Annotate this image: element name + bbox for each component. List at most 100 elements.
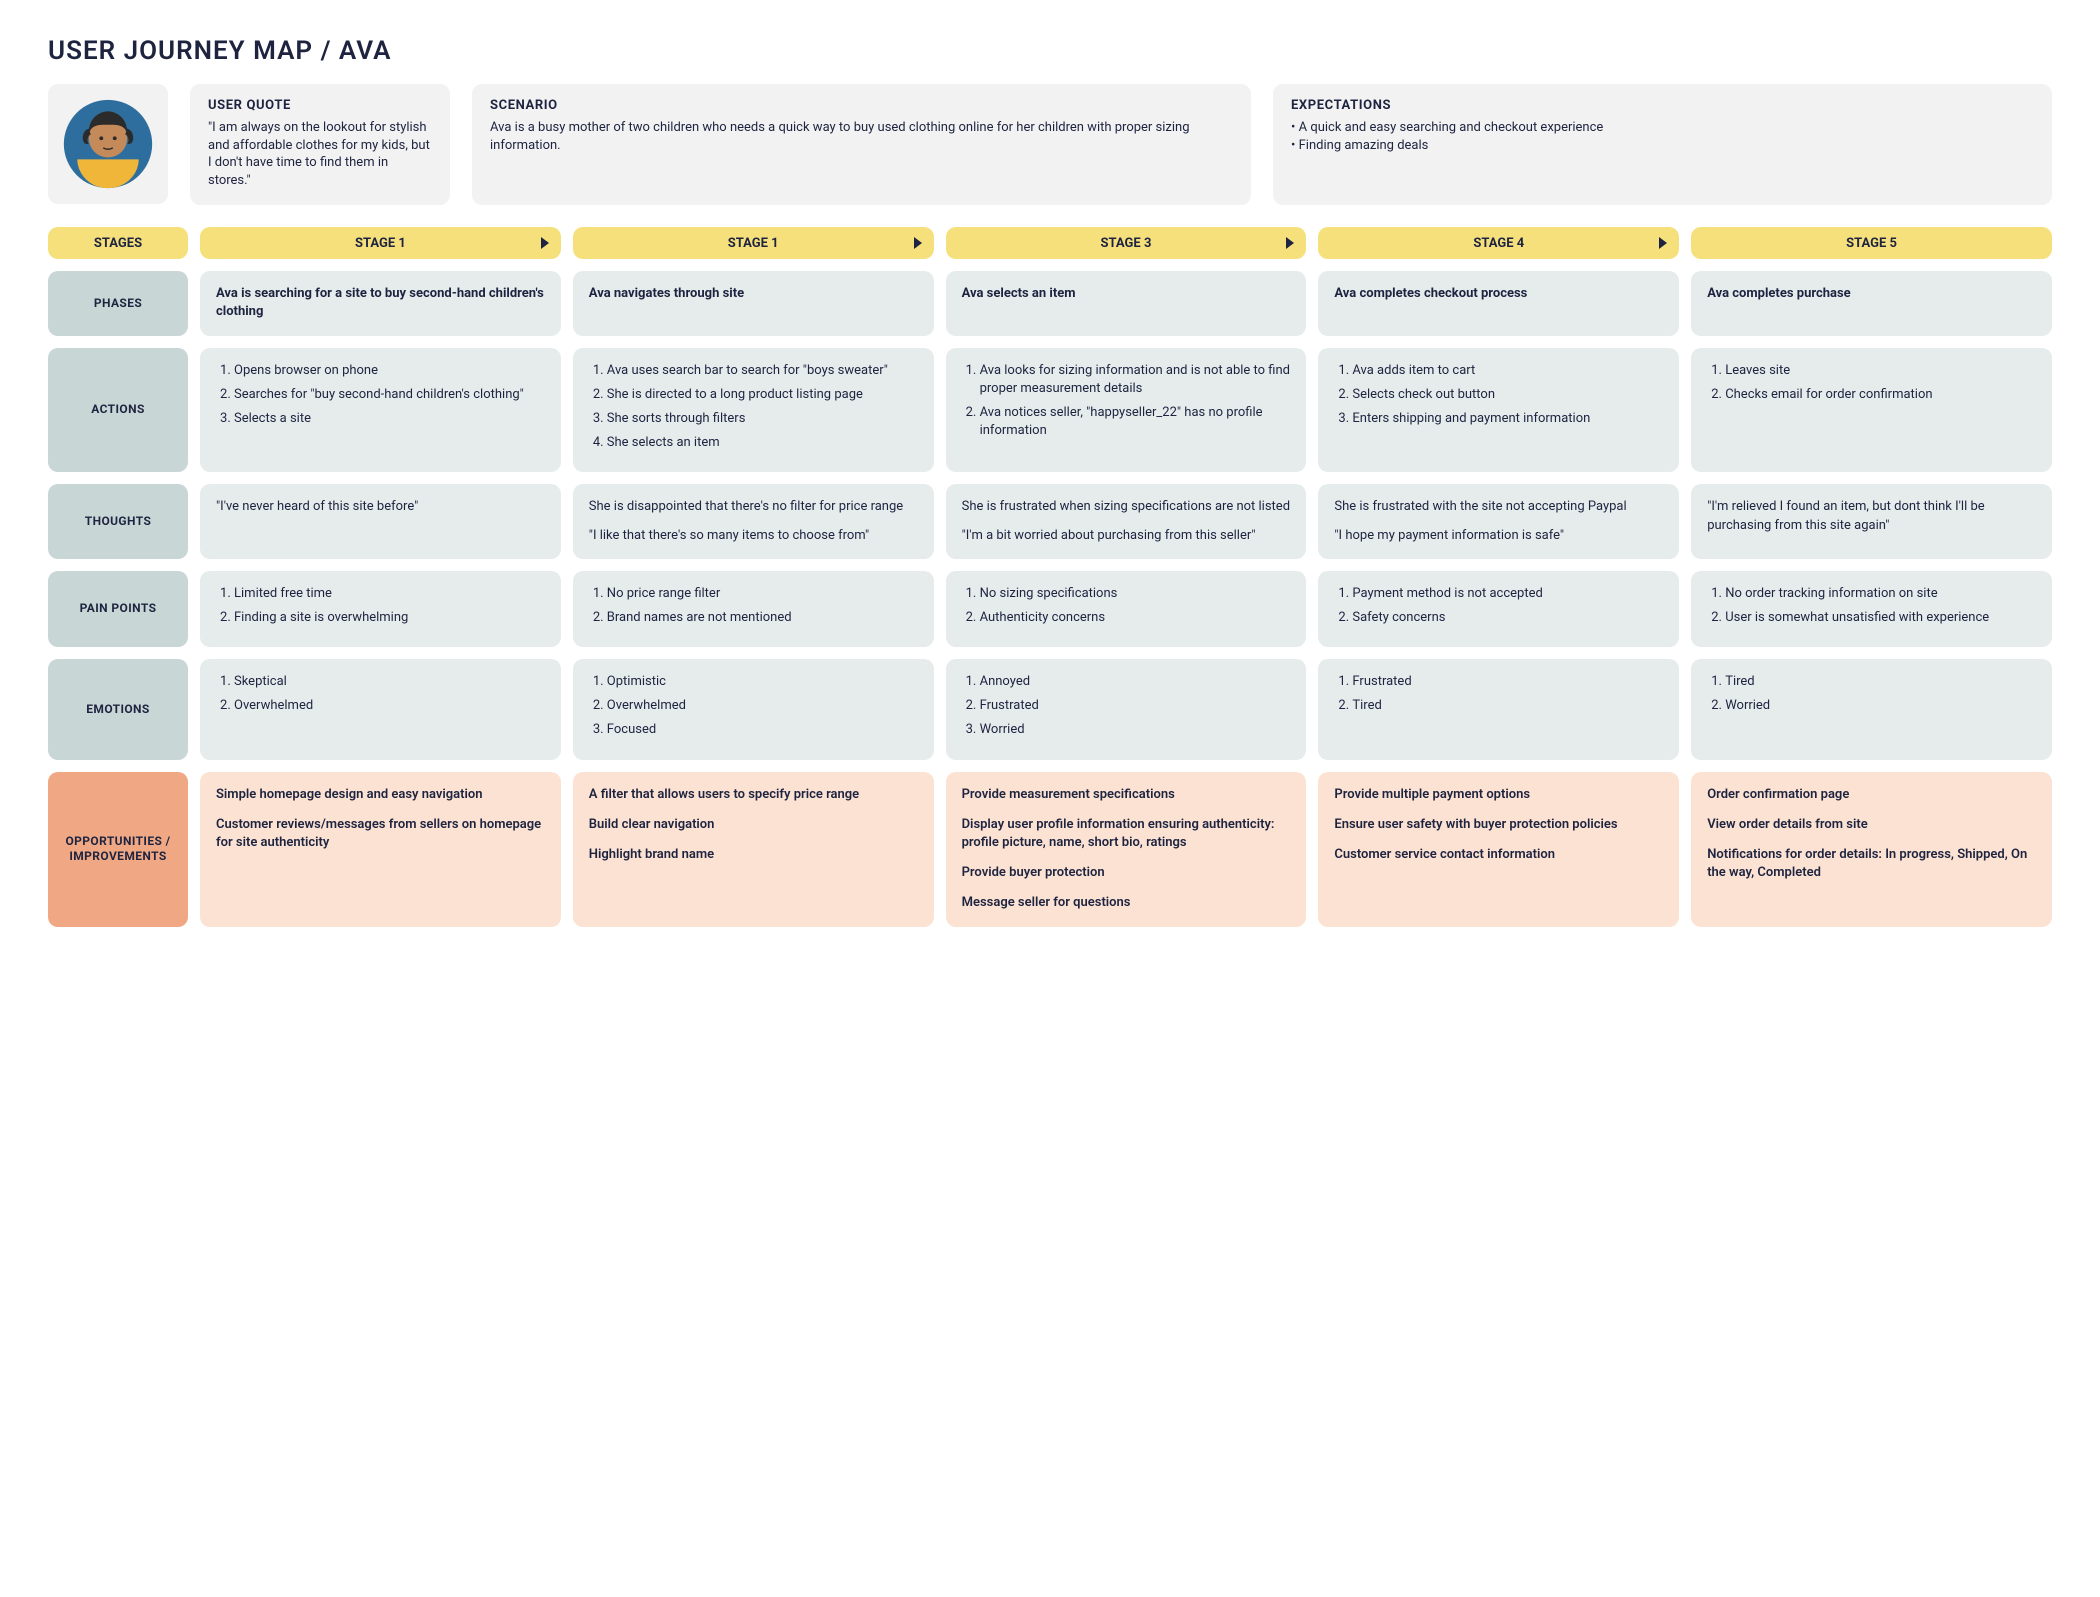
action-item: Selects a site: [234, 410, 545, 428]
pain-point-item: No order tracking information on site: [1725, 585, 2036, 603]
user-quote-heading: USER QUOTE: [208, 98, 432, 113]
stage-pill-label: STAGE 1: [728, 236, 779, 251]
emotion-item: Tired: [1725, 673, 2036, 691]
stage-pill: STAGE 3: [946, 227, 1307, 259]
opportunities-label: OPPORTUNITIES / IMPROVEMENTS: [48, 772, 188, 927]
pain-points-cell: No price range filter Brand names are not…: [573, 571, 934, 647]
chevron-right-icon: [1286, 237, 1294, 249]
user-quote-card: USER QUOTE "I am always on the lookout f…: [190, 84, 450, 205]
phase-cell: Ava selects an item: [946, 271, 1307, 335]
action-item: She selects an item: [607, 434, 918, 452]
emotions-cell: Frustrated Tired: [1318, 659, 1679, 760]
opportunity-text: Customer service contact information: [1334, 846, 1663, 864]
phase-cell: Ava completes checkout process: [1318, 271, 1679, 335]
opportunity-text: A filter that allows users to specify pr…: [589, 786, 918, 804]
emotion-item: Annoyed: [980, 673, 1291, 691]
emotion-item: Worried: [980, 721, 1291, 739]
action-item: Opens browser on phone: [234, 362, 545, 380]
thought-text: "I hope my payment information is safe": [1334, 527, 1663, 545]
opportunity-text: Ensure user safety with buyer protection…: [1334, 816, 1663, 834]
chevron-right-icon: [541, 237, 549, 249]
pain-point-item: Safety concerns: [1352, 609, 1663, 627]
opportunity-text: Build clear navigation: [589, 816, 918, 834]
actions-cell: Ava adds item to cart Selects check out b…: [1318, 348, 1679, 473]
action-item: She is directed to a long product listin…: [607, 386, 918, 404]
emotion-item: Frustrated: [1352, 673, 1663, 691]
emotion-item: Tired: [1352, 697, 1663, 715]
opportunities-cell: Order confirmation pageView order detail…: [1691, 772, 2052, 927]
pain-point-item: Authenticity concerns: [980, 609, 1291, 627]
stage-pill: STAGE 1: [573, 227, 934, 259]
avatar-card: [48, 84, 168, 204]
opportunity-text: Highlight brand name: [589, 846, 918, 864]
opportunity-text: Display user profile information ensurin…: [962, 816, 1291, 852]
pain-points-cell: No order tracking information on site Use…: [1691, 571, 2052, 647]
pain-points-cell: Limited free time Finding a site is overw…: [200, 571, 561, 647]
emotion-item: Overwhelmed: [234, 697, 545, 715]
expectations-heading: EXPECTATIONS: [1291, 98, 2034, 113]
opportunity-text: Order confirmation page: [1707, 786, 2036, 804]
action-item: Ava looks for sizing information and is …: [980, 362, 1291, 398]
pain-point-item: Brand names are not mentioned: [607, 609, 918, 627]
user-quote-text: "I am always on the lookout for stylish …: [208, 119, 432, 189]
pain-point-item: Finding a site is overwhelming: [234, 609, 545, 627]
opportunity-text: Notifications for order details: In prog…: [1707, 846, 2036, 882]
action-item: Ava notices seller, "happyseller_22" has…: [980, 404, 1291, 440]
thoughts-cell: "I've never heard of this site before": [200, 484, 561, 558]
action-item: Ava adds item to cart: [1352, 362, 1663, 380]
pain-point-item: User is somewhat unsatisfied with experi…: [1725, 609, 2036, 627]
action-item: Leaves site: [1725, 362, 2036, 380]
emotion-item: Frustrated: [980, 697, 1291, 715]
persona-avatar-icon: [60, 96, 156, 192]
top-summary-row: USER QUOTE "I am always on the lookout f…: [48, 84, 2052, 205]
stages-label: STAGES: [48, 227, 188, 259]
thought-text: She is frustrated with the site not acce…: [1334, 498, 1663, 516]
stage-pill: STAGE 1: [200, 227, 561, 259]
emotions-cell: Tired Worried: [1691, 659, 2052, 760]
stage-pill: STAGE 4: [1318, 227, 1679, 259]
emotion-item: Optimistic: [607, 673, 918, 691]
stage-pill-label: STAGE 4: [1473, 236, 1524, 251]
page-title: USER JOURNEY MAP / AVA: [48, 36, 2052, 66]
action-item: Searches for "buy second-hand children's…: [234, 386, 545, 404]
emotion-item: Focused: [607, 721, 918, 739]
emotion-item: Worried: [1725, 697, 2036, 715]
phase-cell: Ava completes purchase: [1691, 271, 2052, 335]
opportunities-cell: Simple homepage design and easy navigati…: [200, 772, 561, 927]
thought-text: "I've never heard of this site before": [216, 498, 545, 516]
expectation-item: A quick and easy searching and checkout …: [1291, 119, 2034, 137]
action-item: Checks email for order confirmation: [1725, 386, 2036, 404]
pain-point-item: No sizing specifications: [980, 585, 1291, 603]
pain-point-item: Payment method is not accepted: [1352, 585, 1663, 603]
opportunity-text: Provide multiple payment options: [1334, 786, 1663, 804]
pain-points-cell: No sizing specifications Authenticity con…: [946, 571, 1307, 647]
thought-text: She is disappointed that there's no filt…: [589, 498, 918, 516]
expectations-list: A quick and easy searching and checkout …: [1291, 119, 2034, 154]
pain-point-item: Limited free time: [234, 585, 545, 603]
expectations-card: EXPECTATIONS A quick and easy searching …: [1273, 84, 2052, 205]
action-item: Selects check out button: [1352, 386, 1663, 404]
emotions-cell: Annoyed Frustrated Worried: [946, 659, 1307, 760]
thoughts-cell: "I'm relieved I found an item, but dont …: [1691, 484, 2052, 558]
stage-pill-label: STAGE 3: [1101, 236, 1152, 251]
chevron-right-icon: [914, 237, 922, 249]
scenario-text: Ava is a busy mother of two children who…: [490, 119, 1233, 154]
emotion-item: Skeptical: [234, 673, 545, 691]
emotions-cell: Skeptical Overwhelmed: [200, 659, 561, 760]
pain-point-item: No price range filter: [607, 585, 918, 603]
thought-text: "I'm a bit worried about purchasing from…: [962, 527, 1291, 545]
thoughts-label: THOUGHTS: [48, 484, 188, 558]
thought-text: She is frustrated when sizing specificat…: [962, 498, 1291, 516]
phases-label: PHASES: [48, 271, 188, 335]
stage-pill-label: STAGE 1: [355, 236, 406, 251]
scenario-card: SCENARIO Ava is a busy mother of two chi…: [472, 84, 1251, 205]
emotions-label: EMOTIONS: [48, 659, 188, 760]
opportunity-text: Provide buyer protection: [962, 864, 1291, 882]
actions-cell: Ava uses search bar to search for "boys …: [573, 348, 934, 473]
emotion-item: Overwhelmed: [607, 697, 918, 715]
opportunity-text: Message seller for questions: [962, 894, 1291, 912]
thoughts-cell: She is frustrated when sizing specificat…: [946, 484, 1307, 558]
chevron-right-icon: [1659, 237, 1667, 249]
opportunities-cell: Provide measurement specificationsDispla…: [946, 772, 1307, 927]
thoughts-cell: She is disappointed that there's no filt…: [573, 484, 934, 558]
